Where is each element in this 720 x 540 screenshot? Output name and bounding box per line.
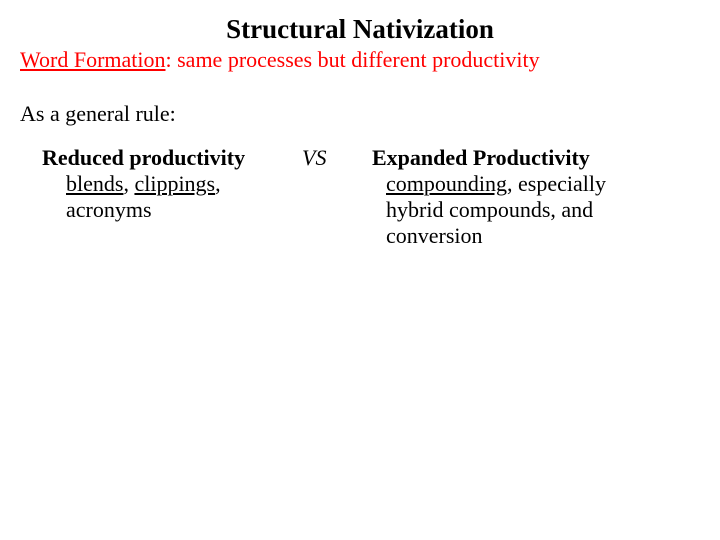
subtitle-rest: : same processes but different productiv… <box>166 47 540 72</box>
expanded-heading: Expanded Productivity <box>372 145 700 171</box>
term-clippings: clippings <box>134 171 215 196</box>
expanded-body: compounding, especially hybrid compounds… <box>386 171 700 249</box>
subtitle-lead: Word Formation <box>20 47 166 72</box>
reduced-line1: blends, clippings, <box>66 171 302 197</box>
term-compounding: compounding <box>386 171 507 196</box>
sep2: , <box>215 171 221 196</box>
reduced-line2: acronyms <box>66 197 302 223</box>
subtitle: Word Formation: same processes but diffe… <box>20 47 700 73</box>
sep1: , <box>123 171 134 196</box>
reduced-heading: Reduced productivity <box>42 145 302 171</box>
comparison-columns: Reduced productivity blends, clippings, … <box>20 145 700 249</box>
rule-intro: As a general rule: <box>20 101 700 127</box>
slide-title: Structural Nativization <box>20 14 700 45</box>
term-blends: blends <box>66 171 123 196</box>
expanded-line2: hybrid compounds, and <box>386 197 700 223</box>
expanded-line3: conversion <box>386 223 700 249</box>
expanded-line1-rest: , especially <box>507 171 606 196</box>
reduced-body: blends, clippings, acronyms <box>66 171 302 223</box>
column-reduced: Reduced productivity blends, clippings, … <box>42 145 302 223</box>
expanded-line1: compounding, especially <box>386 171 700 197</box>
vs-label: VS <box>302 145 372 171</box>
column-expanded: Expanded Productivity compounding, espec… <box>372 145 700 249</box>
